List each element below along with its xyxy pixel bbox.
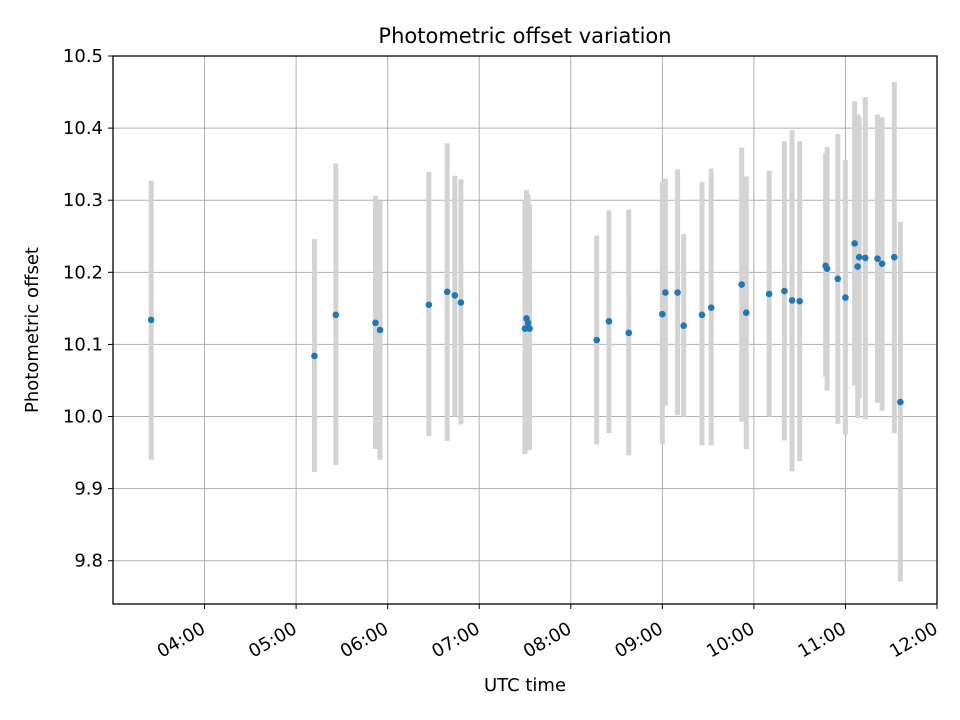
x-axis: 04:00 05:00 06:00 07:00 08:00 09:00 10:00 11:00… (154, 604, 942, 662)
data-point (680, 322, 687, 329)
data-point (625, 329, 633, 337)
x-tick-label: 12:00 (886, 618, 941, 662)
y-tick-label: 10.0 (63, 407, 103, 428)
y-tick-label: 10.5 (63, 46, 103, 67)
x-tick-label: 05:00 (245, 618, 300, 662)
x-tick-label: 09:00 (611, 618, 666, 662)
data-point (861, 254, 869, 262)
x-axis-label: UTC time (484, 675, 566, 696)
data-point (311, 352, 318, 360)
error-bars (148, 81, 903, 582)
data-point (874, 255, 881, 262)
y-tick-label: 10.2 (63, 262, 103, 283)
y-axis: 9.8 9.9 10.0 10.1 10.2 10.3 10.4 10.5 (63, 46, 113, 572)
data-point (662, 289, 669, 296)
y-tick-label: 10.1 (63, 334, 103, 355)
y-tick-label: 10.3 (63, 190, 103, 211)
x-tick-label: 04:00 (154, 618, 209, 662)
data-point (834, 275, 842, 283)
x-tick-label: 11:00 (795, 618, 850, 662)
x-tick-label: 06:00 (337, 618, 392, 662)
data-point (457, 299, 465, 306)
data-points (147, 240, 904, 406)
data-point (781, 287, 788, 295)
chart-title: Photometric offset variation (378, 24, 671, 48)
data-point (765, 290, 773, 298)
data-point (332, 311, 340, 319)
data-point (593, 336, 601, 344)
data-point (823, 265, 831, 273)
data-point (854, 263, 861, 270)
data-point (659, 310, 666, 318)
data-point (521, 325, 529, 332)
data-point (443, 288, 451, 296)
data-point (851, 240, 858, 247)
y-tick-label: 10.4 (63, 118, 103, 139)
data-point (376, 326, 384, 334)
data-point (372, 319, 379, 327)
y-tick-label: 9.8 (74, 551, 103, 572)
data-point (451, 292, 459, 299)
data-point (707, 304, 715, 311)
data-point (878, 260, 886, 267)
data-point (897, 398, 904, 406)
y-tick-label: 9.9 (74, 479, 103, 500)
data-point (842, 294, 849, 301)
data-point (738, 281, 745, 288)
data-point (674, 289, 681, 296)
data-point (855, 253, 863, 261)
data-point (742, 309, 750, 316)
data-point (698, 311, 706, 319)
data-point (605, 318, 613, 325)
data-point (147, 316, 155, 324)
data-point (425, 301, 433, 309)
data-point (890, 253, 898, 261)
x-tick-label: 07:00 (428, 618, 483, 662)
data-point (796, 297, 803, 305)
y-axis-label: Photometric offset (22, 247, 43, 413)
data-point (524, 319, 532, 327)
data-point (788, 297, 796, 304)
data-point (526, 325, 533, 332)
x-tick-label: 08:00 (520, 618, 575, 662)
x-tick-label: 10:00 (703, 618, 758, 662)
plot-frame (112, 55, 938, 605)
